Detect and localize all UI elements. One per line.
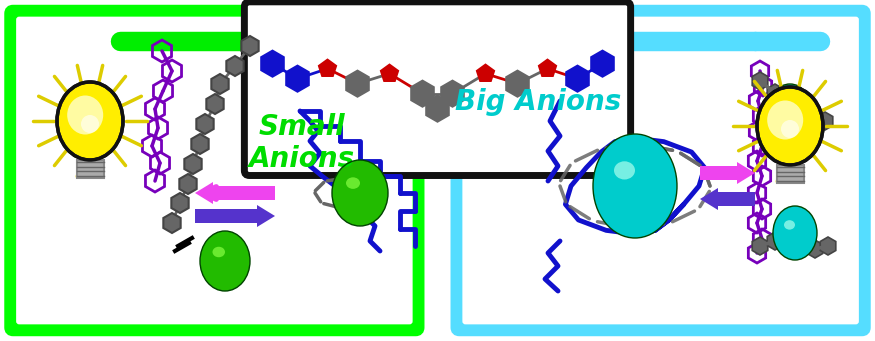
Ellipse shape: [346, 177, 360, 189]
Ellipse shape: [784, 220, 795, 229]
Polygon shape: [782, 92, 798, 110]
Polygon shape: [286, 66, 309, 92]
Text: Big Anions: Big Anions: [455, 88, 621, 116]
Ellipse shape: [332, 160, 388, 226]
Ellipse shape: [757, 87, 823, 165]
Polygon shape: [782, 222, 798, 240]
FancyArrow shape: [195, 182, 275, 204]
Polygon shape: [767, 232, 783, 250]
Polygon shape: [477, 65, 494, 81]
Polygon shape: [426, 96, 449, 122]
Ellipse shape: [200, 231, 250, 291]
Polygon shape: [212, 74, 228, 94]
Polygon shape: [820, 237, 836, 255]
Ellipse shape: [67, 95, 103, 134]
Polygon shape: [752, 72, 767, 90]
Ellipse shape: [57, 82, 123, 160]
Polygon shape: [164, 213, 180, 233]
Polygon shape: [767, 84, 783, 102]
Polygon shape: [804, 117, 820, 135]
Polygon shape: [441, 81, 464, 107]
Text: Small
Anions: Small Anions: [248, 113, 355, 174]
Ellipse shape: [213, 247, 225, 257]
Polygon shape: [179, 174, 197, 194]
Polygon shape: [752, 237, 767, 255]
FancyArrow shape: [195, 205, 275, 227]
FancyBboxPatch shape: [244, 2, 631, 176]
FancyBboxPatch shape: [9, 10, 420, 331]
FancyBboxPatch shape: [16, 17, 413, 324]
Ellipse shape: [768, 84, 812, 138]
Polygon shape: [227, 56, 243, 76]
Ellipse shape: [781, 120, 799, 138]
FancyBboxPatch shape: [462, 17, 859, 324]
FancyBboxPatch shape: [455, 10, 866, 331]
FancyArrow shape: [700, 188, 755, 210]
Polygon shape: [185, 154, 201, 174]
FancyBboxPatch shape: [776, 165, 803, 183]
Ellipse shape: [614, 161, 635, 179]
Polygon shape: [507, 71, 528, 97]
FancyArrow shape: [700, 162, 755, 184]
Polygon shape: [262, 51, 284, 77]
Ellipse shape: [81, 115, 99, 133]
Ellipse shape: [593, 134, 677, 238]
Polygon shape: [792, 107, 808, 125]
Polygon shape: [192, 134, 208, 154]
FancyBboxPatch shape: [76, 160, 103, 178]
Polygon shape: [381, 65, 398, 81]
Polygon shape: [206, 94, 224, 114]
Polygon shape: [172, 193, 189, 213]
Polygon shape: [411, 81, 434, 107]
Ellipse shape: [773, 206, 817, 260]
Polygon shape: [539, 60, 556, 76]
Polygon shape: [794, 232, 809, 250]
Ellipse shape: [767, 101, 803, 139]
Polygon shape: [592, 51, 613, 77]
Polygon shape: [242, 36, 259, 56]
Polygon shape: [566, 66, 589, 92]
Polygon shape: [196, 114, 214, 134]
Polygon shape: [346, 71, 368, 97]
Ellipse shape: [779, 98, 790, 108]
Polygon shape: [817, 112, 833, 130]
Polygon shape: [808, 240, 822, 258]
Polygon shape: [319, 60, 336, 76]
